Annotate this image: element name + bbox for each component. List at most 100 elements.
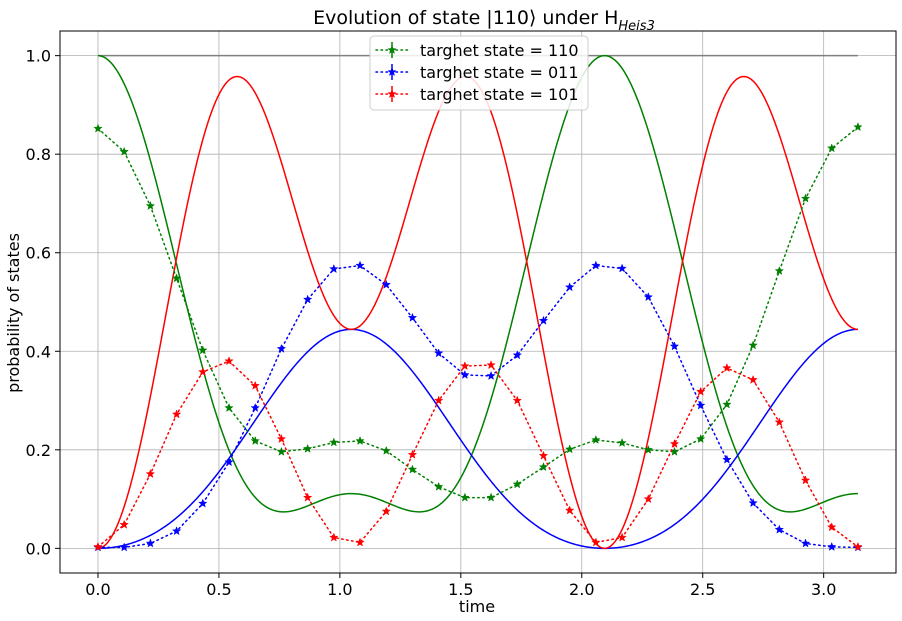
data-point: [460, 369, 470, 379]
data-point: [407, 312, 418, 322]
data-point: [826, 522, 837, 532]
data-point: [538, 462, 549, 472]
data-point: [512, 479, 523, 489]
legend-marker: [387, 66, 397, 77]
data-point: [302, 443, 313, 453]
data-point: [853, 541, 863, 551]
data-point: [722, 363, 732, 373]
measured-series: [93, 122, 863, 552]
data-point: [250, 435, 260, 446]
data-point: [276, 446, 287, 456]
data-point: [93, 541, 103, 551]
data-point: [460, 361, 470, 371]
data-point: [145, 200, 156, 210]
data-point: [774, 417, 785, 427]
y-tick-label: 0.2: [26, 441, 51, 460]
data-point: [695, 433, 706, 444]
series-line: [97, 126, 859, 499]
data-point: [145, 468, 156, 479]
data-point: [643, 444, 654, 454]
data-point: [800, 475, 811, 485]
data-point: [302, 492, 313, 502]
data-point: [538, 315, 549, 325]
chart-title: Evolution of state |110⟩ under HHeis3: [313, 7, 655, 34]
data-point: [119, 146, 129, 156]
data-point: [591, 260, 601, 270]
theory-curve: [97, 328, 858, 550]
legend: targhet state = 110 targhet state = 011 ta…: [369, 35, 589, 111]
data-point: [329, 532, 339, 542]
x-tick-label: 1.0: [327, 580, 352, 599]
y-tick-label: 0.8: [26, 145, 51, 164]
axis-ticks: 0.0 0.5 1.0 1.5 2.0 2.5 3.0 0.0 0.2 0.4 0.6 0.8 1.0: [26, 47, 837, 599]
theory-curves: [97, 54, 858, 550]
data-point: [145, 538, 156, 548]
data-point: [433, 348, 444, 358]
y-tick-label: 0.4: [26, 342, 51, 361]
data-point: [381, 279, 392, 289]
data-point: [433, 395, 444, 405]
series-line: [97, 264, 859, 549]
data-point: [224, 356, 234, 366]
data-point: [617, 263, 627, 273]
data-point: [302, 294, 313, 304]
data-point: [643, 292, 654, 302]
data-point: [171, 273, 182, 283]
data-point: [748, 340, 758, 350]
data-point: [171, 526, 182, 536]
y-axis-label: probability of states: [4, 233, 23, 393]
series-110: [93, 122, 863, 502]
x-tick-label: 2.0: [569, 580, 594, 599]
data-point: [512, 350, 523, 360]
data-point: [250, 402, 260, 412]
legend-label: targhet state = 011: [420, 63, 579, 82]
data-point: [722, 454, 732, 464]
series-011: [93, 260, 863, 552]
data-point: [722, 399, 732, 409]
chart-title-subscript: Heis3: [618, 19, 654, 34]
data-point: [119, 519, 129, 529]
series-101: [93, 356, 863, 551]
data-point: [800, 538, 811, 548]
data-point: [198, 345, 208, 355]
data-point: [198, 366, 208, 377]
data-point: [329, 263, 339, 274]
data-point: [774, 524, 785, 534]
data-point: [826, 143, 837, 153]
series-line: [97, 360, 859, 548]
legend-marker: [387, 88, 397, 99]
chart-title-main: Evolution of state |110⟩ under H: [313, 7, 618, 29]
data-point: [564, 444, 575, 454]
data-point: [748, 498, 758, 508]
data-point: [748, 374, 758, 384]
data-point: [617, 437, 627, 447]
data-point: [591, 434, 601, 445]
data-point: [695, 386, 706, 396]
data-point: [460, 492, 470, 502]
data-point: [643, 494, 654, 504]
data-point: [355, 260, 365, 270]
data-point: [250, 380, 260, 390]
x-tick-label: 2.5: [690, 580, 715, 599]
x-axis-label: time: [459, 597, 495, 616]
x-tick-label: 3.0: [811, 580, 836, 599]
y-tick-label: 0.6: [26, 244, 51, 263]
data-point: [669, 438, 680, 448]
data-point: [669, 341, 680, 351]
y-tick-label: 1.0: [26, 47, 51, 66]
data-point: [224, 457, 234, 467]
x-tick-label: 1.5: [448, 580, 473, 599]
data-point: [433, 481, 444, 491]
data-point: [355, 537, 365, 547]
data-point: [564, 505, 575, 515]
data-point: [407, 464, 418, 474]
data-point: [564, 282, 575, 292]
data-point: [853, 122, 863, 132]
data-point: [329, 437, 339, 447]
theory-curve: [97, 54, 858, 513]
data-point: [171, 409, 182, 419]
data-point: [224, 402, 234, 413]
data-point: [538, 450, 549, 460]
x-tick-label: 0.5: [206, 580, 231, 599]
